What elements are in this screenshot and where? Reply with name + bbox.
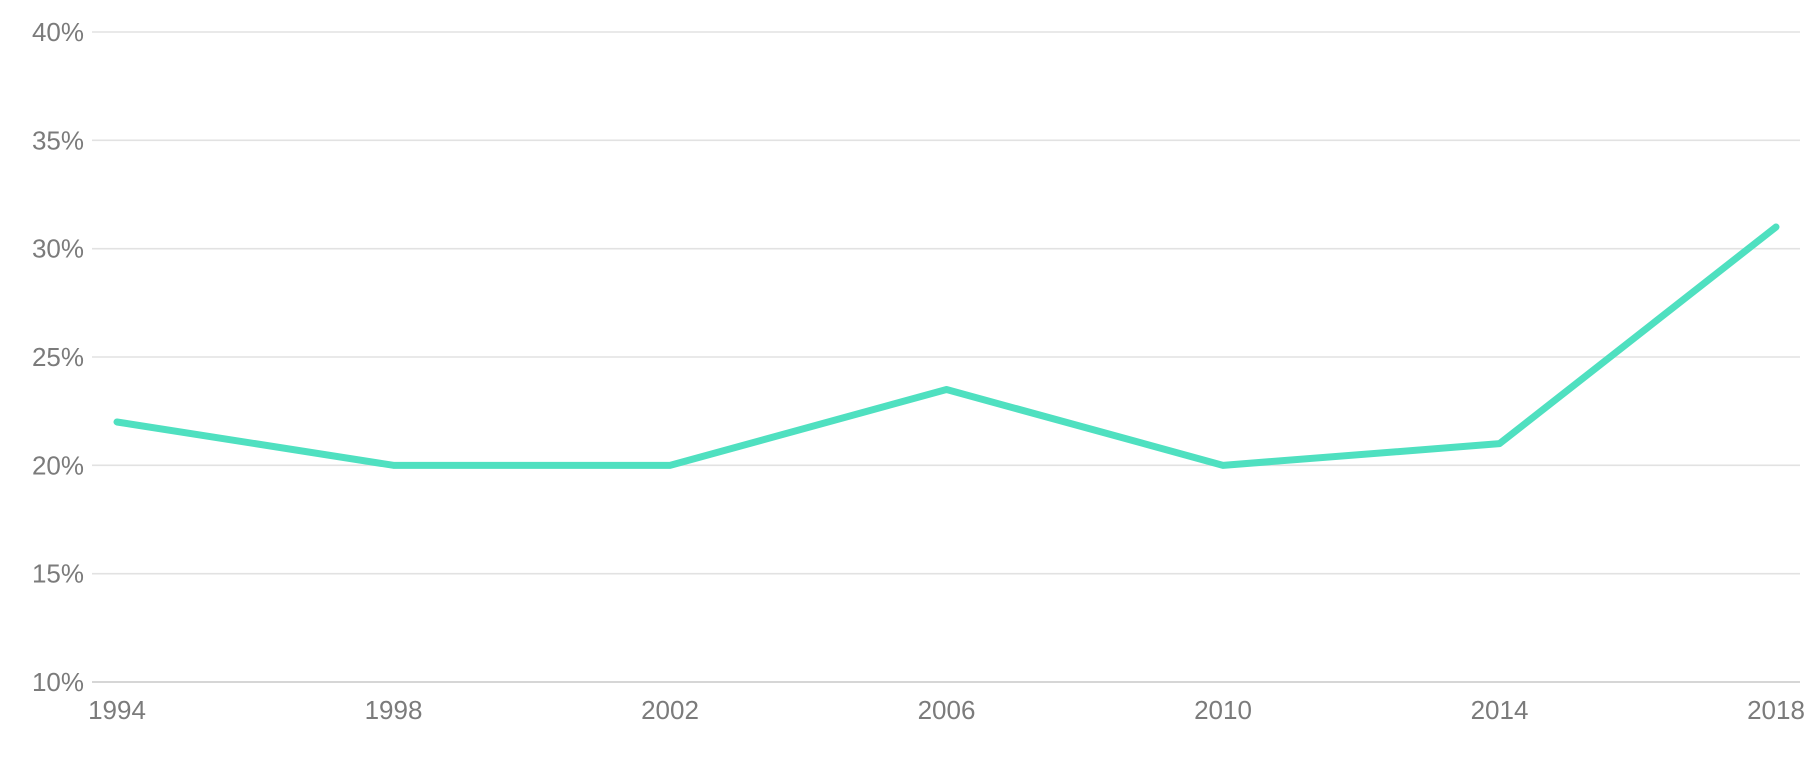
series-line [113,223,1780,469]
x-tick-label: 2002 [641,695,699,725]
y-tick-label: 40% [32,17,84,47]
gridlines [92,31,1800,683]
x-tick-label: 1994 [88,695,146,725]
x-tick-label: 2014 [1471,695,1529,725]
series-layer [113,223,1780,469]
x-tick-label: 1998 [365,695,423,725]
y-tick-label: 35% [32,125,84,155]
x-tick-label: 2018 [1747,695,1805,725]
y-tick-label: 30% [32,234,84,264]
y-tick-label: 25% [32,342,84,372]
y-axis-ticks: 10% 15% 20% 25% 30% 35% 40% [32,17,84,697]
x-axis-ticks: 1994 1998 2002 2006 2010 2014 2018 [88,695,1805,725]
y-tick-label: 20% [32,450,84,480]
x-tick-label: 2006 [918,695,976,725]
x-tick-label: 2010 [1194,695,1252,725]
y-tick-label: 15% [32,559,84,589]
y-tick-label: 10% [32,667,84,697]
